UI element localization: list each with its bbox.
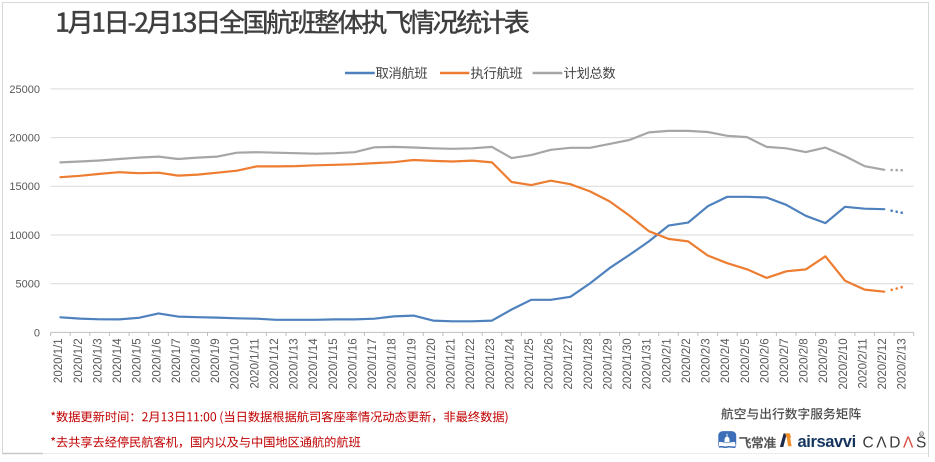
svg-text:2020/1/15: 2020/1/15 <box>328 338 340 389</box>
svg-text:2020/1/7: 2020/1/7 <box>171 338 183 383</box>
svg-text:2020/1/8: 2020/1/8 <box>191 338 203 383</box>
svg-text:airsavvi: airsavvi <box>798 433 856 451</box>
svg-text:2020/1/1: 2020/1/1 <box>53 338 65 383</box>
svg-text:2020/1/14: 2020/1/14 <box>308 338 320 390</box>
svg-text:2020/1/3: 2020/1/3 <box>92 338 104 383</box>
svg-text:2020/1/10: 2020/1/10 <box>230 338 242 389</box>
svg-text:2020/1/2: 2020/1/2 <box>73 338 85 383</box>
svg-text:2020/1/30: 2020/1/30 <box>622 338 634 389</box>
svg-text:2020/1/13: 2020/1/13 <box>289 338 301 389</box>
svg-text:2020/2/1: 2020/2/1 <box>661 338 673 383</box>
svg-text:2020/2/12: 2020/2/12 <box>877 338 889 389</box>
svg-text:2020/1/19: 2020/1/19 <box>406 338 418 389</box>
svg-text:2020/1/17: 2020/1/17 <box>367 338 379 389</box>
svg-text:2020/2/11: 2020/2/11 <box>858 338 870 388</box>
svg-text:15000: 15000 <box>9 181 40 193</box>
svg-text:2020/1/9: 2020/1/9 <box>210 338 222 383</box>
svg-text:2020/2/2: 2020/2/2 <box>681 338 693 383</box>
svg-text:2020/1/29: 2020/1/29 <box>602 338 614 389</box>
svg-text:2020/1/5: 2020/1/5 <box>132 338 144 383</box>
svg-text:2020/1/27: 2020/1/27 <box>563 338 575 389</box>
svg-text:2020/1/24: 2020/1/24 <box>504 338 516 390</box>
svg-text:2020/1/22: 2020/1/22 <box>465 338 477 389</box>
svg-text:2020/2/7: 2020/2/7 <box>779 338 791 383</box>
svg-text:2020/2/4: 2020/2/4 <box>720 338 732 383</box>
svg-text:2020/1/11: 2020/1/11 <box>249 338 261 388</box>
svg-text:2020/1/20: 2020/1/20 <box>426 338 438 389</box>
svg-text:2020/1/4: 2020/1/4 <box>112 338 124 383</box>
svg-text:2020/1/16: 2020/1/16 <box>347 338 359 389</box>
svg-text:2020/1/28: 2020/1/28 <box>583 338 595 389</box>
svg-text:2020/1/25: 2020/1/25 <box>524 338 536 389</box>
svg-text:2020/1/6: 2020/1/6 <box>151 338 163 383</box>
svg-text:2020/2/6: 2020/2/6 <box>759 338 771 383</box>
svg-text:2020/2/5: 2020/2/5 <box>740 338 752 383</box>
svg-text:2020/2/10: 2020/2/10 <box>838 338 850 389</box>
svg-text:2020/1/18: 2020/1/18 <box>387 338 399 389</box>
svg-text:2020/2/8: 2020/2/8 <box>799 338 811 383</box>
svg-text:2020/2/3: 2020/2/3 <box>701 338 713 383</box>
svg-text:5000: 5000 <box>16 279 40 291</box>
svg-text:0: 0 <box>34 327 40 339</box>
svg-text:2020/1/12: 2020/1/12 <box>269 338 281 389</box>
svg-text:CΛDΛS: CΛDΛS <box>863 434 929 451</box>
svg-text:2020/1/26: 2020/1/26 <box>544 338 556 389</box>
svg-text:10000: 10000 <box>9 230 40 242</box>
svg-text:R: R <box>920 433 923 437</box>
svg-text:2020/1/21: 2020/1/21 <box>446 338 458 389</box>
svg-text:25000: 25000 <box>9 84 40 96</box>
svg-text:2020/2/13: 2020/2/13 <box>897 338 909 389</box>
svg-text:2020/2/9: 2020/2/9 <box>818 338 830 383</box>
svg-text:20000: 20000 <box>9 133 40 145</box>
svg-text:2020/1/23: 2020/1/23 <box>485 338 497 389</box>
svg-text:2020/1/31: 2020/1/31 <box>642 338 654 389</box>
